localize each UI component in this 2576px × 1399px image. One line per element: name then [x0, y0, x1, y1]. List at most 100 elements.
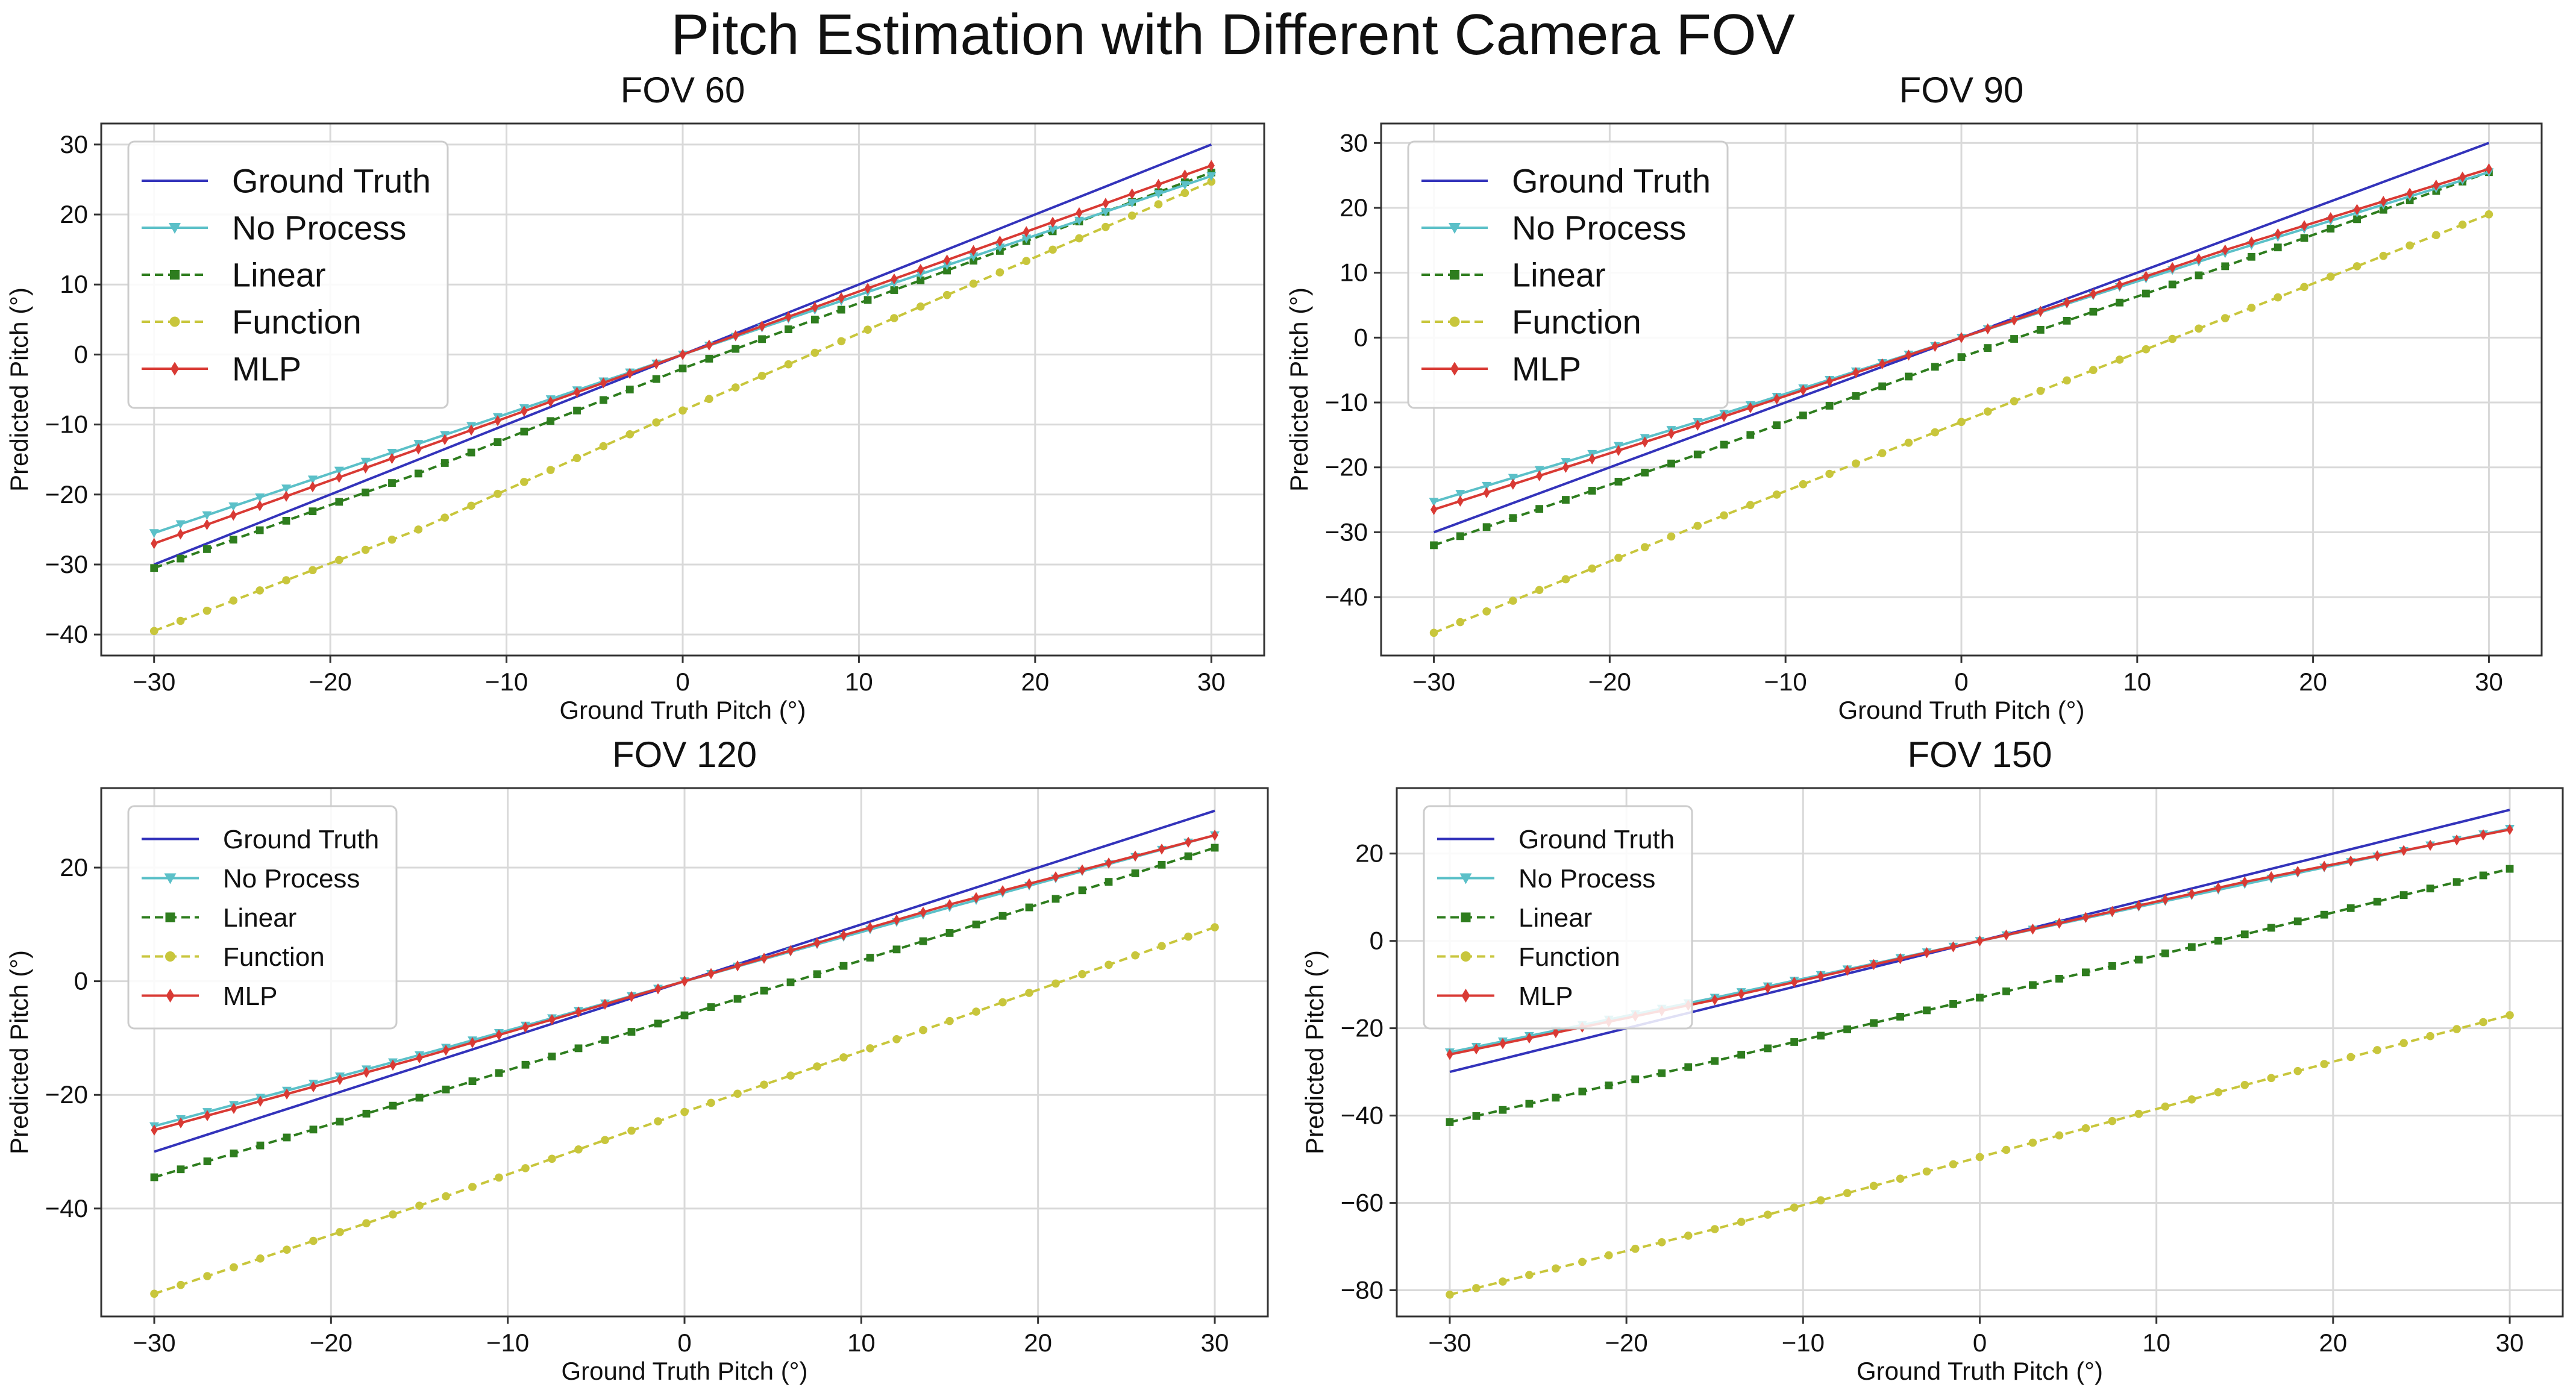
- data-point: [734, 960, 741, 972]
- data-point: [2485, 163, 2493, 175]
- data-point: [150, 1173, 158, 1181]
- data-point: [2134, 956, 2143, 964]
- data-point: [2293, 1066, 2302, 1075]
- data-point: [2055, 1131, 2064, 1140]
- data-point: [415, 1094, 424, 1102]
- data-point: [919, 937, 927, 945]
- data-point: [1100, 207, 1111, 217]
- data-point: [600, 396, 607, 404]
- series-mlp: [151, 830, 1218, 1136]
- data-point: [283, 1133, 291, 1142]
- data-point: [2452, 878, 2461, 886]
- legend-label: No Process: [223, 864, 360, 894]
- data-point: [573, 386, 581, 398]
- legend-marker: [170, 270, 180, 280]
- legend-label: Ground Truth: [223, 825, 379, 854]
- data-point: [362, 462, 369, 474]
- data-point: [2082, 912, 2090, 923]
- legend-label: Function: [1518, 942, 1620, 972]
- data-point: [203, 519, 211, 530]
- data-point: [1535, 505, 1544, 513]
- legend-item: MLP: [1421, 350, 1581, 388]
- series-linear: [1446, 865, 2514, 1126]
- data-point: [1710, 1225, 1719, 1233]
- data-point: [1844, 965, 1851, 976]
- x-tick-label: 10: [847, 1329, 876, 1357]
- data-point: [1896, 953, 1904, 965]
- data-point: [177, 554, 184, 563]
- legend-marker: [166, 989, 175, 1003]
- data-point: [2301, 220, 2308, 231]
- data-point: [229, 536, 237, 544]
- data-point: [732, 345, 740, 353]
- data-point: [230, 509, 237, 521]
- data-point: [1852, 367, 1860, 378]
- data-point: [998, 912, 1007, 920]
- data-point: [2168, 280, 2176, 289]
- data-point: [387, 535, 396, 544]
- data-point: [388, 452, 396, 465]
- data-point: [149, 529, 159, 538]
- data-point: [654, 983, 662, 995]
- data-point: [1154, 200, 1163, 208]
- data-point: [414, 469, 422, 478]
- data-point: [1799, 384, 1807, 396]
- data-point: [1526, 1032, 1533, 1044]
- x-tick-label: −30: [1412, 668, 1455, 696]
- data-point: [839, 1053, 848, 1062]
- y-axis-label: Predicted Pitch (°): [1300, 950, 1329, 1154]
- data-point: [2161, 894, 2169, 906]
- y-tick-label: 20: [60, 200, 88, 228]
- data-point: [1870, 959, 1878, 971]
- legend-label: Function: [223, 942, 325, 972]
- x-tick-label: 10: [845, 668, 873, 696]
- data-point: [654, 1019, 662, 1028]
- data-point: [1711, 994, 1719, 1006]
- data-point: [1746, 501, 1755, 509]
- legend: Ground Truth No Process Linear Function MLP: [127, 805, 398, 1030]
- data-point: [599, 442, 608, 451]
- data-point: [256, 500, 263, 512]
- data-point: [1211, 843, 1219, 852]
- data-point: [2214, 936, 2222, 945]
- panel-title: FOV 150: [1907, 734, 2052, 775]
- data-point: [1904, 439, 1913, 447]
- data-point: [1667, 532, 1676, 541]
- legend-item: Linear: [142, 256, 326, 294]
- data-point: [1211, 830, 1218, 841]
- legend-marker: [169, 223, 181, 234]
- data-point: [733, 1089, 742, 1098]
- data-point: [653, 358, 660, 370]
- y-tick-label: −10: [1325, 388, 1368, 416]
- data-point: [2433, 180, 2440, 191]
- data-point: [811, 301, 818, 313]
- y-axis-label: Predicted Pitch (°): [1285, 287, 1313, 492]
- data-point: [1429, 498, 1439, 507]
- x-tick-label: 30: [1197, 668, 1226, 696]
- data-point: [760, 986, 768, 995]
- data-point: [679, 349, 686, 360]
- data-point: [1158, 843, 1165, 855]
- chart-panel-4: FOV 150 −30 −20 −10 0 10 20 30 −80 −60 −40 −20 0 20 Gr…: [1300, 734, 2564, 1385]
- data-point: [2479, 1018, 2487, 1027]
- data-point: [1720, 440, 1728, 449]
- data-point: [1772, 490, 1781, 499]
- data-point: [2379, 205, 2387, 214]
- data-point: [917, 264, 924, 275]
- data-point: [1738, 988, 1745, 1000]
- data-point: [1185, 836, 1192, 848]
- data-point: [2055, 974, 2063, 983]
- legend-item: MLP: [142, 981, 277, 1011]
- data-point: [2267, 924, 2275, 932]
- chart-panel-3: FOV 120 −30 −20 −10 0 10 20 30 −40 −20 0 20 Ground T…: [5, 734, 1269, 1385]
- data-point: [2188, 888, 2195, 900]
- data-point: [863, 296, 872, 304]
- data-point: [2400, 845, 2407, 856]
- data-point: [1127, 199, 1137, 208]
- data-point: [1509, 514, 1517, 522]
- panels: FOV 60 −30 −20 −10 0 10 20 30 −40 −30 −20 −10 0 10 20 3…: [5, 70, 2564, 1385]
- data-point: [1482, 481, 1492, 491]
- data-point: [970, 245, 977, 257]
- data-point: [2115, 355, 2124, 364]
